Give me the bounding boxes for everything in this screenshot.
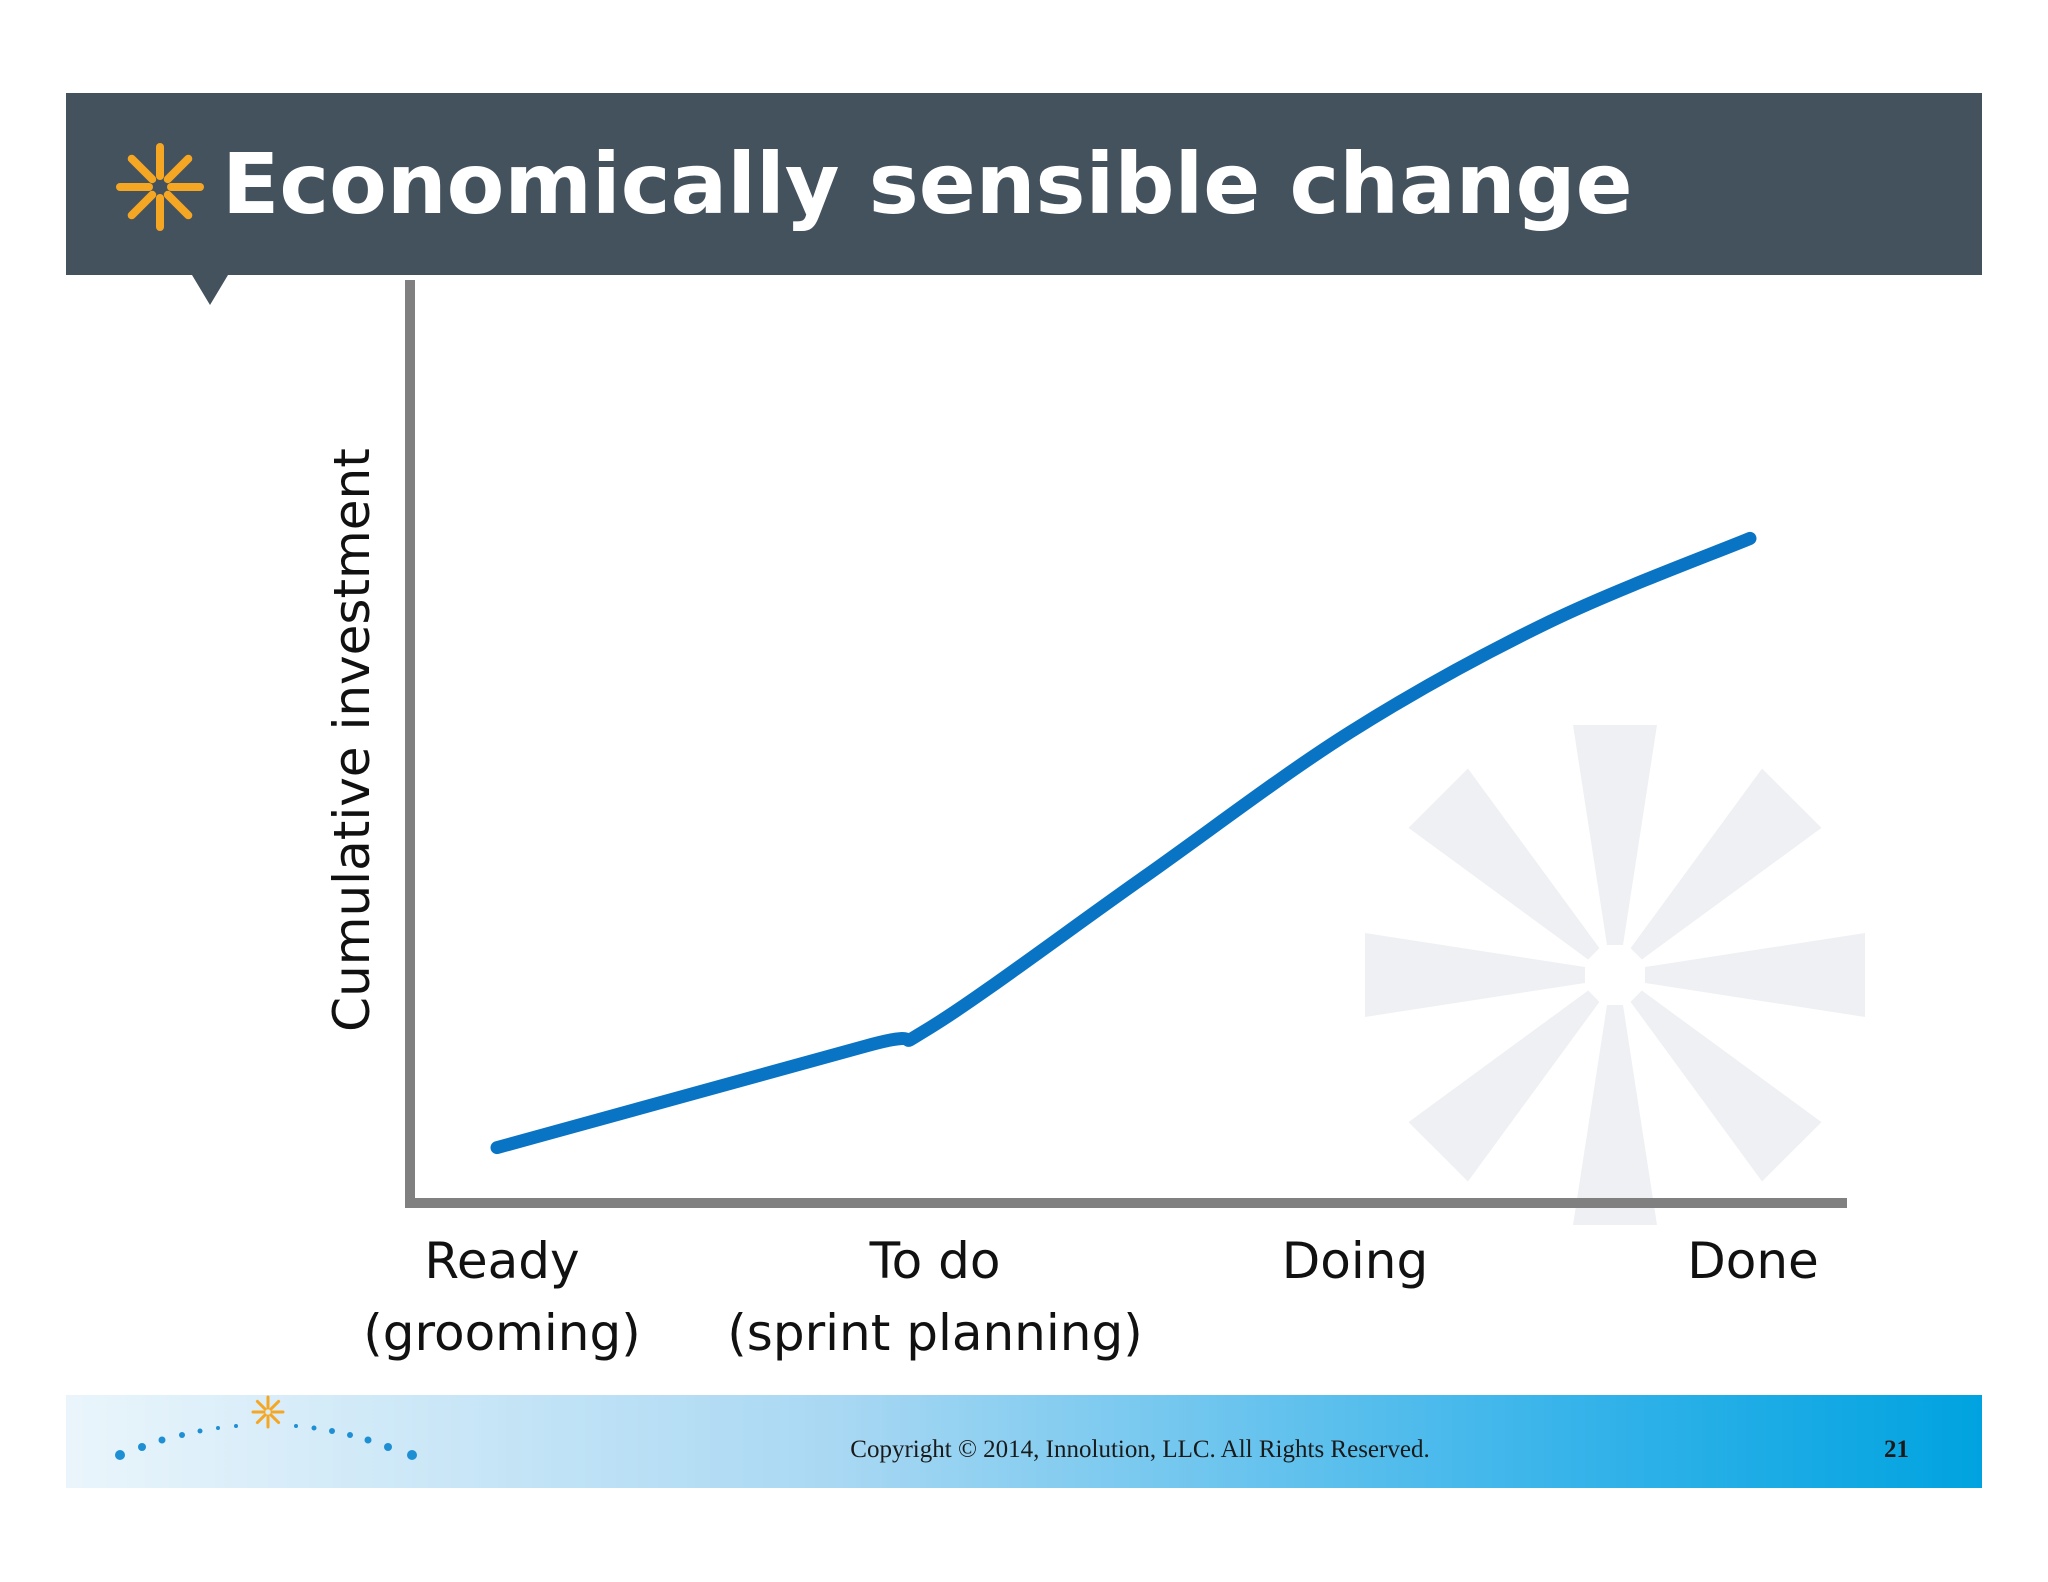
- y-axis-label: Cumulative investment: [323, 448, 381, 1032]
- footer-bar: [66, 1395, 1982, 1488]
- watermark-ray: [1645, 933, 1865, 1017]
- x-tick-label-sub: (sprint planning): [727, 1304, 1143, 1362]
- arc-dot: [234, 1424, 238, 1428]
- watermark-ray: [1630, 768, 1822, 960]
- arc-dot: [197, 1428, 203, 1434]
- watermark-ray: [1630, 990, 1822, 1182]
- x-tick-label: Ready (grooming): [363, 1225, 640, 1369]
- arc-dot: [311, 1425, 317, 1431]
- x-tick-label: To do (sprint planning): [727, 1225, 1142, 1369]
- watermark-ray: [1408, 990, 1600, 1182]
- starburst-ray: [163, 190, 193, 220]
- arc-starburst-ray: [269, 1399, 281, 1411]
- arc-dot: [216, 1426, 220, 1430]
- arc-dot: [158, 1436, 166, 1444]
- dotted-arc-icon: [115, 1395, 417, 1460]
- starburst-ray: [163, 154, 193, 184]
- arc-dot: [115, 1450, 125, 1460]
- watermark-ray: [1365, 933, 1585, 1017]
- x-tick-label: Done: [1687, 1225, 1819, 1297]
- starburst-icon: [116, 143, 204, 231]
- watermark-starburst-icon: [1365, 725, 1865, 1225]
- watermark-ray: [1573, 1005, 1657, 1225]
- arc-dot: [384, 1443, 392, 1451]
- arc-dot: [138, 1443, 146, 1451]
- title-bar-pointer: [192, 275, 228, 305]
- starburst-ray: [127, 154, 157, 184]
- arc-starburst-ray: [269, 1413, 281, 1425]
- arc-dot: [407, 1450, 417, 1460]
- title-bar: [66, 93, 1982, 275]
- arc-dot: [364, 1436, 372, 1444]
- arc-starburst-ray: [255, 1413, 267, 1425]
- copyright-text: Copyright © 2014, Innolution, LLC. All R…: [850, 1436, 1430, 1463]
- arc-dot: [329, 1428, 335, 1434]
- watermark-ray: [1573, 725, 1657, 945]
- arc-dot: [294, 1424, 298, 1428]
- slide-title: Economically sensible change: [222, 135, 1633, 233]
- page-number: 21: [1884, 1436, 1909, 1463]
- starburst-ray: [127, 190, 157, 220]
- x-tick-label-main: Done: [1687, 1232, 1819, 1290]
- x-tick-label-main: Doing: [1281, 1232, 1429, 1290]
- x-tick-label-main: To do: [869, 1232, 1001, 1290]
- arc-starburst-ray: [255, 1399, 267, 1411]
- watermark-ray: [1408, 768, 1600, 960]
- x-tick-label-main: Ready: [424, 1232, 580, 1290]
- x-tick-label: Doing: [1282, 1225, 1428, 1297]
- x-tick-label-sub: (grooming): [363, 1304, 641, 1362]
- series-line-cumulative-investment: [490, 531, 1757, 1155]
- arc-dot: [347, 1432, 353, 1438]
- arc-dot: [179, 1432, 185, 1438]
